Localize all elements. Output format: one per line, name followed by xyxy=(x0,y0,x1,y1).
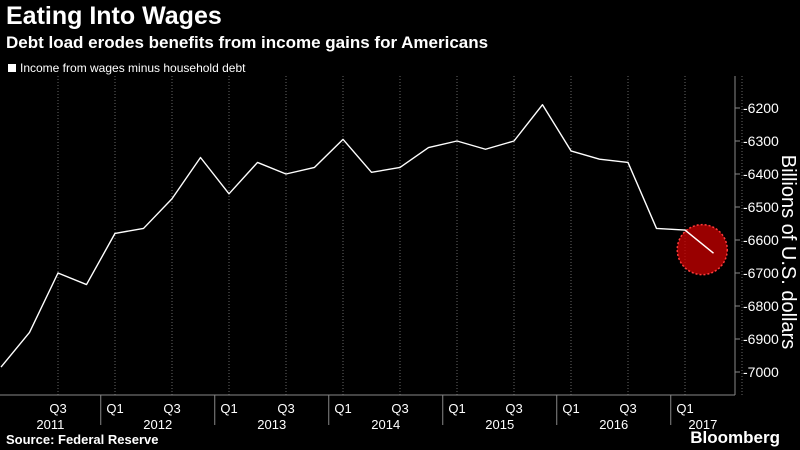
source-note: Source: Federal Reserve xyxy=(6,432,159,447)
legend-swatch xyxy=(8,64,16,72)
x-year-label: 2017 xyxy=(688,417,717,432)
highlight-segment xyxy=(684,229,714,254)
y-tick-label: -6300 xyxy=(743,133,779,149)
x-year-label: 2012 xyxy=(143,417,172,432)
x-tick-label: Q3 xyxy=(505,401,522,416)
highlight-circle xyxy=(676,223,728,276)
y-tick-label: -7000 xyxy=(743,364,779,380)
x-tick-label: Q1 xyxy=(106,401,123,416)
y-tick-label: -6800 xyxy=(743,298,779,314)
x-tick-label: Q3 xyxy=(391,401,408,416)
x-tick-label: Q1 xyxy=(334,401,351,416)
y-tick-label: -6600 xyxy=(743,232,779,248)
x-tick-label: Q1 xyxy=(562,401,579,416)
x-tick-label: Q3 xyxy=(49,401,66,416)
chart-title: Eating Into Wages xyxy=(6,2,222,30)
plot-area xyxy=(0,103,728,368)
x-tick-label: Q3 xyxy=(277,401,294,416)
x-tick-label: Q3 xyxy=(619,401,636,416)
x-year-label: 2014 xyxy=(371,417,400,432)
grid xyxy=(57,76,743,395)
brand-logo: Bloomberg xyxy=(690,428,780,447)
x-year-label: 2016 xyxy=(599,417,628,432)
legend-label: Income from wages minus household debt xyxy=(20,61,246,75)
y-tick-label: -6900 xyxy=(743,331,779,347)
y-axis: -6200 -6300 -6400 -6500 -6600 -6700 -6800 -6900… xyxy=(734,76,779,395)
x-year-label: 2015 xyxy=(485,417,514,432)
y-tick-label: -6500 xyxy=(743,199,779,215)
x-axis: Q3 Q1 Q3 Q1 Q3 Q1 Q3 Q1 Q3 Q1 Q3 Q1 2011 2012 2013 2014… xyxy=(0,394,735,432)
chart-subtitle: Debt load erodes benefits from income ga… xyxy=(6,33,489,52)
legend: Income from wages minus household debt xyxy=(8,61,246,75)
y-axis-label: Billions of U.S. dollars xyxy=(777,155,799,350)
series-line xyxy=(0,103,714,368)
y-tick-label: -6700 xyxy=(743,265,779,281)
x-year-label: 2011 xyxy=(36,417,64,432)
x-year-label: 2013 xyxy=(257,417,286,432)
x-tick-label: Q1 xyxy=(220,401,237,416)
y-tick-label: -6400 xyxy=(743,166,779,182)
x-tick-label: Q3 xyxy=(163,401,180,416)
x-tick-label: Q1 xyxy=(448,401,465,416)
y-tick-label: -6200 xyxy=(743,100,779,116)
x-tick-label: Q1 xyxy=(676,401,693,416)
